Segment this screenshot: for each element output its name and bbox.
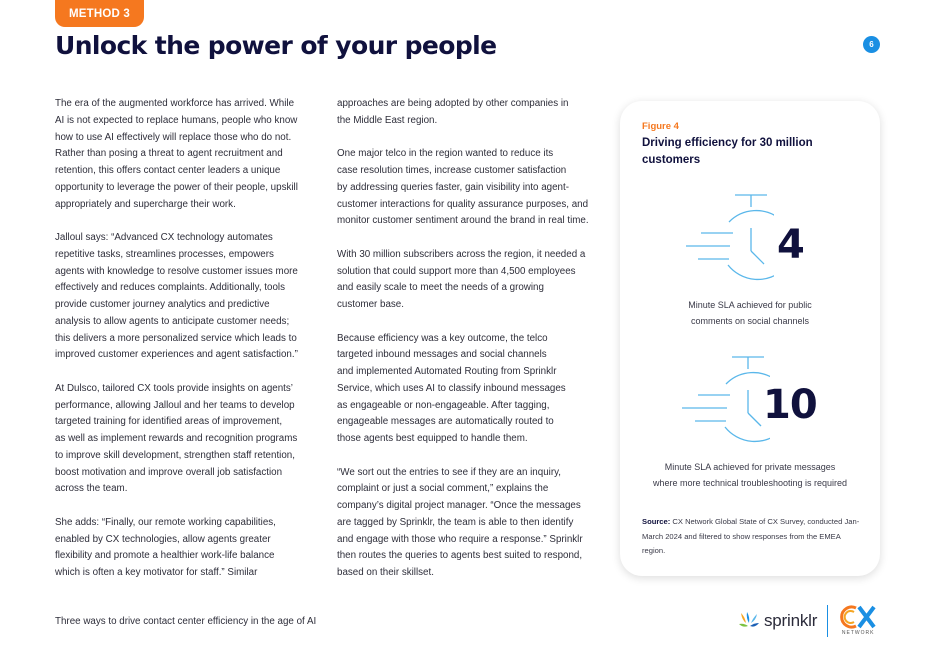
sprinklr-splash-icon [739,612,759,627]
page-title: Unlock the power of your people [55,31,497,60]
logo-divider [827,605,829,637]
footer-logos: sprinklr NETWORK [738,604,876,638]
figure-card: Figure 4 Driving efficiency for 30 milli… [620,101,880,576]
stat-value: 10 [763,382,818,428]
body-column-1: The era of the augmented workforce has a… [55,96,320,599]
paragraph: Jalloul says: “Advanced CX technology au… [55,232,298,361]
stat-value: 4 [777,222,805,268]
paragraph: Because efficiency was a key outcome, th… [337,332,566,445]
footer-document-title: Three ways to drive contact center effic… [55,616,317,627]
stat-caption: Minute SLA achieved for public comments … [688,300,812,326]
cx-network-logo: NETWORK [838,604,876,638]
figure-source: Source: CX Network Global State of CX Su… [642,515,862,559]
paragraph: She adds: “Finally, our remote working c… [55,516,276,578]
body-column-2: approaches are being adopted by other co… [337,96,602,599]
paragraph: approaches are being adopted by other co… [337,98,569,126]
source-text: CX Network Global State of CX Survey, co… [642,517,860,555]
paragraph: At Dulsco, tailored CX tools provide ins… [55,382,298,495]
sprinklr-logo: sprinklr [764,611,818,630]
stopwatch-icon [686,194,774,281]
method-tab: METHOD 3 [55,0,144,27]
figure-title: Driving efficiency for 30 million custom… [642,137,813,166]
paragraph: One major telco in the region wanted to … [337,148,589,227]
paragraph: With 30 million subscribers across the r… [337,248,586,310]
cx-network-text: NETWORK [841,630,875,636]
page-number-badge: 6 [863,36,880,53]
source-label: Source: [642,517,671,526]
paragraph: The era of the augmented workforce has a… [55,98,298,210]
cx-logo-icon [840,605,876,629]
paragraph: “We sort out the entries to see if they … [337,466,583,579]
stat-caption: Minute SLA achieved for private messages… [652,462,848,488]
stopwatch-icon [682,356,770,443]
figure-label: Figure 4 [642,121,679,132]
